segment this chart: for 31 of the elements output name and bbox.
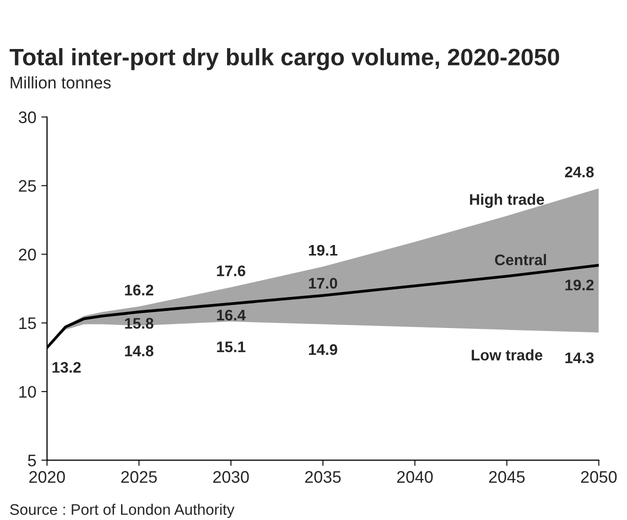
x-tick-label: 2040 <box>397 471 433 483</box>
chart-title: Total inter-port dry bulk cargo volume, 2020-2050 <box>10 48 560 70</box>
annotation: High trade <box>470 194 544 208</box>
y-tick-label: 10 <box>19 386 36 398</box>
x-tick-label: 2050 <box>581 471 617 483</box>
annotation: 14.8 <box>125 346 154 356</box>
x-tick-label: 2030 <box>213 471 249 483</box>
series-label: Central <box>495 254 546 266</box>
x-tick-label: 2035 <box>305 471 341 483</box>
data-label: 19.2 <box>565 280 594 290</box>
annotation: 15.1 <box>217 342 246 352</box>
y-tick-label: 20 <box>18 248 36 260</box>
x-tick-label: 2025 <box>121 471 157 483</box>
annotation: 19.1 <box>309 244 338 256</box>
annotation: 14.9 <box>309 344 338 355</box>
x-tick-label: 2045 <box>489 471 525 483</box>
y-tick-label: 30 <box>18 111 36 124</box>
annotation: 14.3 <box>565 352 594 364</box>
y-tick-label: 15 <box>19 317 36 330</box>
x-tick-label: 2020 <box>29 471 65 483</box>
data-label: 13.2 <box>52 362 81 373</box>
data-label: 16.4 <box>217 310 246 321</box>
chart-subtitle: Million tonnes <box>10 76 111 89</box>
annotation: 24.8 <box>565 166 594 178</box>
source-note: Source : Port of London Authority <box>10 504 234 518</box>
annotation: Low trade <box>472 349 542 360</box>
annotation: 17.6 <box>217 265 246 276</box>
data-label: 17.0 <box>309 278 338 289</box>
y-tick-label: 5 <box>28 454 36 466</box>
annotation: 16.2 <box>125 284 154 296</box>
y-tick-label: 25 <box>18 180 36 192</box>
